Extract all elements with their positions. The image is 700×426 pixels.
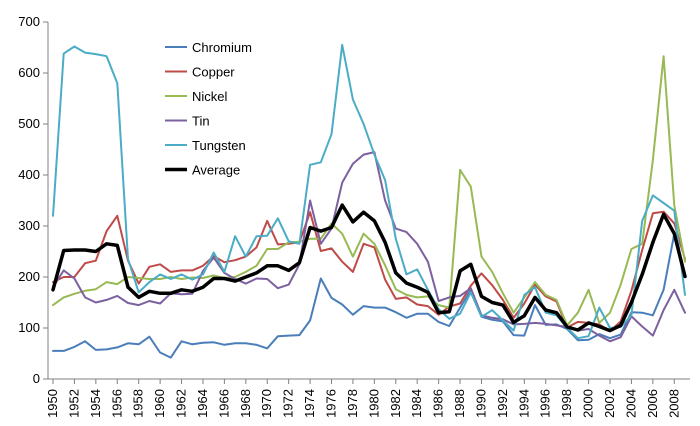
legend-label-tungsten: Tungsten	[192, 138, 246, 153]
y-tick-label: 100	[18, 320, 40, 335]
x-tick-label: 1982	[388, 389, 403, 418]
series-line-tin	[52, 151, 686, 343]
x-tick-label: 1992	[495, 389, 510, 418]
x-tick-label: 1970	[259, 389, 274, 418]
x-tick-label: 2008	[666, 389, 681, 418]
legend-label-nickel: Nickel	[192, 89, 228, 104]
x-tick-label: 1964	[195, 389, 210, 418]
x-tick-label: 1966	[216, 389, 231, 418]
x-tick-label: 1974	[302, 389, 317, 418]
x-tick-label: 1984	[409, 389, 424, 418]
series-line-chromium	[52, 232, 686, 359]
x-tick-label: 2004	[623, 389, 638, 418]
x-tick-label: 1968	[238, 389, 253, 418]
series-line-tungsten	[52, 43, 686, 340]
x-tick-label: 2002	[602, 389, 617, 418]
x-tick-label: 1996	[538, 389, 553, 418]
legend-label-chromium: Chromium	[192, 40, 252, 55]
x-tick-label: 1958	[131, 389, 146, 418]
x-tick-label: 1952	[66, 389, 81, 418]
x-tick-label: 1972	[281, 389, 296, 418]
y-tick-label: 700	[18, 14, 40, 29]
y-tick-label: 200	[18, 269, 40, 284]
x-tick-label: 1962	[174, 389, 189, 418]
x-axis: 1950 1952 1954 1956 1958 1960 1962 1964 1966 1968…	[45, 378, 690, 418]
legend-label-average: Average	[192, 163, 240, 178]
x-tick-label: 1980	[366, 389, 381, 418]
series-line-nickel	[52, 55, 686, 327]
legend-label-tin: Tin	[192, 114, 210, 129]
y-tick-label: 600	[18, 65, 40, 80]
y-tick-label: 0	[33, 371, 40, 386]
series-layer	[51, 43, 687, 359]
x-tick-label: 1986	[431, 389, 446, 418]
legend: Chromium Copper Nickel Tin Tungsten Average	[165, 40, 252, 178]
x-tick-label: 1954	[88, 389, 103, 418]
x-tick-label: 1994	[516, 389, 531, 418]
y-tick-label: 400	[18, 167, 40, 182]
x-tick-label: 1998	[559, 389, 574, 418]
x-tick-label: 1990	[473, 389, 488, 418]
series-line-copper	[52, 210, 686, 333]
x-tick-label: 1976	[324, 389, 339, 418]
legend-label-copper: Copper	[192, 65, 235, 80]
x-tick-label: 1960	[152, 389, 167, 418]
x-tick-label: 2006	[645, 389, 660, 418]
y-axis: 0 100 200 300 400 500 600 700	[18, 14, 49, 386]
x-tick-label: 1988	[452, 389, 467, 418]
x-tick-label: 1956	[109, 389, 124, 418]
x-tick-label: 1978	[345, 389, 360, 418]
y-tick-label: 500	[18, 116, 40, 131]
series-line-average	[51, 203, 687, 333]
y-tick-label: 300	[18, 218, 40, 233]
x-tick-label: 2000	[581, 389, 596, 418]
x-tick-label: 1950	[45, 389, 60, 418]
